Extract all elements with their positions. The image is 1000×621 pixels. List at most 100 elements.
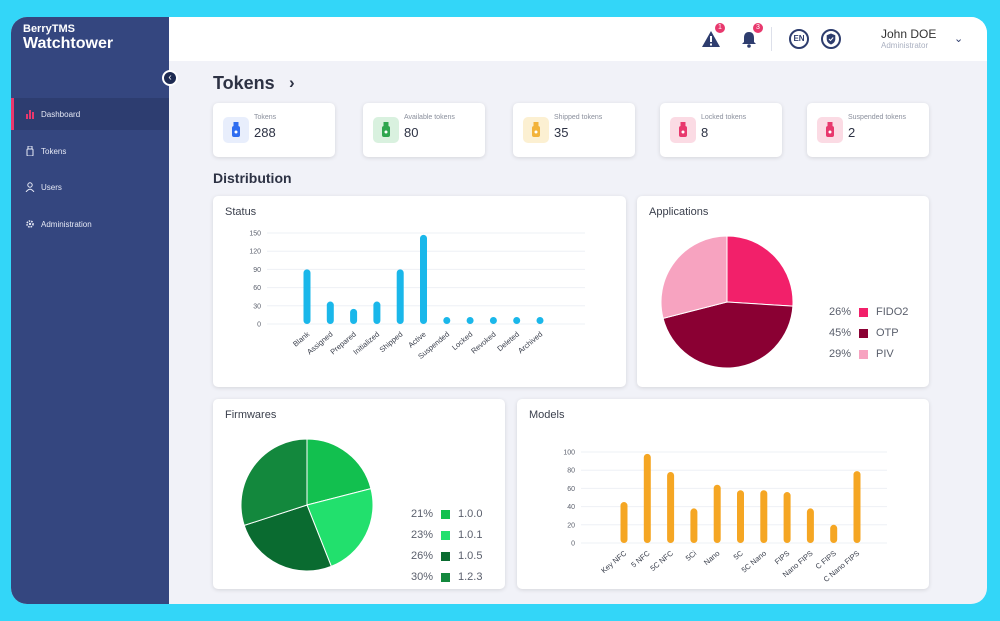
x-tick-label: FIPS — [773, 549, 792, 567]
pie-slice — [662, 301, 794, 369]
stat-value: 35 — [554, 125, 569, 140]
legend-label: OTP — [876, 327, 899, 339]
models-card: Models 0 20 40 60 80 100 Key NFC 5 NFC 5C NFC 5Ci… — [517, 399, 929, 589]
stat-label: Suspended tokens — [848, 114, 906, 121]
stat-value: 2 — [848, 125, 856, 140]
y-tick-label: 0 — [257, 322, 261, 329]
security-button[interactable] — [821, 29, 841, 49]
bar — [806, 508, 814, 543]
bar — [760, 490, 768, 543]
y-tick-label: 90 — [253, 267, 261, 274]
bar — [326, 301, 334, 324]
bar — [466, 317, 474, 324]
y-tick-label: 40 — [567, 504, 575, 511]
stat-card[interactable]: Suspended tokens 2 — [807, 103, 929, 157]
x-tick-label: 5Ci — [684, 548, 699, 562]
stat-card[interactable]: Tokens 288 — [213, 103, 335, 157]
stat-card[interactable]: Available tokens 80 — [363, 103, 485, 157]
sidebar-item-users[interactable]: Users — [11, 171, 169, 203]
legend-swatch — [441, 530, 450, 540]
sidebar-item-label: Tokens — [41, 146, 67, 156]
sidebar: BerryTMS Watchtower Dashboard Tokens Use… — [11, 17, 169, 604]
pie-slice — [726, 235, 794, 307]
bar — [350, 308, 358, 324]
token-icon — [670, 117, 696, 143]
legend-percent: 29% — [829, 348, 852, 360]
status-card: Status 0 30 60 90 120 150 Blank Assigned Prepare… — [213, 196, 626, 387]
pie-slice — [243, 504, 332, 572]
stat-label: Shipped tokens — [554, 114, 603, 121]
user-name[interactable]: John DOE — [881, 27, 937, 41]
bar — [713, 484, 721, 543]
divider — [771, 27, 772, 51]
bar — [396, 269, 404, 324]
bar — [643, 453, 651, 543]
bar — [830, 524, 838, 543]
y-tick-label: 0 — [571, 541, 575, 548]
legend-label: PIV — [876, 348, 894, 360]
legend-swatch — [859, 349, 868, 359]
warning-icon — [702, 31, 720, 47]
bar — [783, 492, 791, 543]
legend-swatch — [441, 509, 450, 519]
bar — [667, 472, 675, 543]
x-tick-label: Archived — [516, 330, 544, 356]
pie-slice — [240, 438, 308, 527]
bar — [853, 471, 861, 543]
chevron-down-icon: ⌄ — [954, 33, 964, 45]
bar — [420, 234, 427, 324]
token-icon — [817, 117, 843, 143]
user-icon — [25, 182, 35, 192]
bar — [690, 508, 698, 543]
bell-icon — [742, 32, 756, 48]
stat-label: Locked tokens — [701, 114, 747, 121]
legend-item: 26% 1.0.5 — [411, 550, 482, 562]
notifications-button[interactable]: 3 — [739, 23, 763, 49]
pie-slice — [306, 487, 374, 568]
y-tick-label: 60 — [567, 486, 575, 493]
legend-item: 26% FIDO2 — [829, 306, 908, 318]
bar-chart-icon — [25, 109, 35, 119]
stat-value: 288 — [254, 125, 276, 140]
legend-label: FIDO2 — [876, 306, 909, 318]
sidebar-item-dashboard[interactable]: Dashboard — [11, 98, 169, 130]
brand-product: Watchtower — [23, 35, 114, 52]
stat-card[interactable]: Shipped tokens 35 — [513, 103, 635, 157]
y-tick-label: 80 — [567, 468, 575, 475]
token-icon — [373, 117, 399, 143]
stat-label: Tokens — [254, 114, 277, 121]
chevron-left-icon: ‹ — [168, 72, 172, 83]
collapse-sidebar-button[interactable]: ‹ — [162, 70, 178, 86]
app-window: BerryTMS Watchtower Dashboard Tokens Use… — [11, 17, 987, 604]
x-tick-label: Nano — [702, 549, 722, 567]
firmwares-pie-chart — [240, 438, 374, 572]
alerts-badge: 1 — [715, 23, 725, 33]
applications-card: Applications 26% FIDO2 45% OTP 29% PIV — [637, 196, 929, 387]
bar — [489, 317, 497, 324]
legend-label: 1.2.3 — [458, 571, 483, 583]
sidebar-item-tokens[interactable]: Tokens — [11, 135, 169, 167]
card-title: Models — [529, 409, 565, 421]
card-title: Status — [225, 206, 257, 218]
alerts-button[interactable]: 1 — [701, 23, 725, 49]
x-tick-label: Revoked — [469, 330, 497, 356]
legend-percent: 30% — [411, 571, 434, 583]
user-menu-button[interactable]: ⌄ — [954, 32, 963, 45]
stat-card[interactable]: Locked tokens 8 — [660, 103, 782, 157]
token-icon — [223, 117, 249, 143]
bar — [620, 502, 628, 543]
legend-label: 1.0.5 — [458, 550, 483, 562]
x-tick-label: Shipped — [378, 330, 405, 355]
stat-label: Available tokens — [404, 114, 455, 121]
topbar: 1 3 EN John DOE Administrator ⌄ — [169, 17, 987, 61]
pie-slice — [660, 235, 728, 320]
shield-icon — [826, 33, 836, 45]
legend-swatch — [859, 328, 868, 338]
bar — [737, 490, 744, 543]
sidebar-item-administration[interactable]: Administration — [11, 208, 169, 240]
x-tick-label: 5C NFC — [648, 548, 675, 573]
pie-slice — [306, 438, 372, 506]
chevron-right-icon[interactable]: › — [289, 73, 295, 92]
language-button[interactable]: EN — [789, 29, 809, 49]
